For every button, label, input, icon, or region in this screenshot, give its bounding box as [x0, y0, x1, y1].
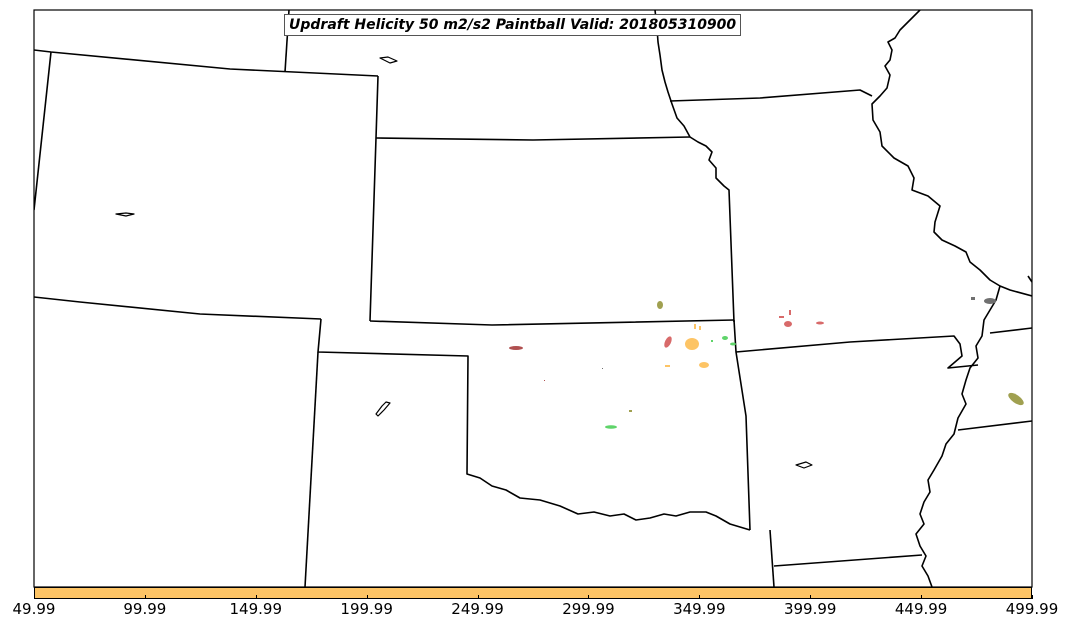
arkansas-louisiana-border [769, 529, 775, 587]
kansas-missouri-border [689, 136, 735, 323]
colorbar-tick-mark [255, 595, 257, 599]
map-background [34, 10, 1032, 587]
colorbar-tick-label: 149.99 [229, 600, 283, 618]
colorbar-tick-mark [366, 595, 368, 599]
colorbar-tick-label: 399.99 [783, 600, 837, 618]
iowa-missouri-border [669, 89, 873, 102]
paintball-green-1 [722, 336, 728, 340]
colorbar-tick-mark [699, 595, 701, 599]
paintball-orange-4 [699, 362, 709, 368]
kentucky-border-stub [1027, 275, 1032, 283]
nebraska-kansas-border [375, 136, 691, 141]
colorbar-tick-label: 349.99 [673, 600, 726, 618]
lake-colorado [115, 212, 135, 217]
paintball-green-2 [730, 342, 736, 346]
colorbar-tick-mark [588, 595, 590, 599]
colorbar-tick-label: 499.99 [1005, 600, 1059, 618]
paintball-orange-5 [665, 365, 670, 367]
paintball-red-5 [816, 321, 824, 325]
paintball-olive-kansas [657, 301, 663, 309]
paintball-orange-3 [699, 326, 701, 330]
colorbar-tick-label: 99.99 [123, 600, 167, 618]
missouri-arkansas-border [735, 335, 979, 369]
paintball-green-3 [605, 425, 617, 429]
paintball-orange-1 [685, 338, 699, 350]
colorbar-tick-mark [477, 595, 479, 599]
colorbar-tick-mark [921, 595, 923, 599]
map-title: Updraft Helicity 50 m2/s2 Paintball Vali… [284, 14, 742, 36]
paintball-orange-2 [694, 324, 696, 329]
colorbar-tick-label: 449.99 [894, 600, 948, 618]
colorbar-tick-label: 49.99 [12, 600, 56, 618]
colorado-west-border [34, 51, 52, 211]
colorbar [34, 587, 1032, 599]
paintball-red-1 [664, 336, 672, 348]
paintball-olive-3 [1008, 392, 1024, 406]
paintball-red-4 [789, 310, 791, 315]
arkansas-south-border [773, 554, 923, 567]
paintball-red-2 [784, 321, 792, 327]
colorbar-tick-mark [34, 595, 35, 599]
tennessee-mississippi-border [957, 420, 1032, 431]
lake-nebraska [379, 56, 398, 64]
paintball-red-3 [779, 316, 784, 318]
texas-west-border [304, 351, 319, 587]
paintball-gray-2 [984, 298, 996, 304]
paintball-brown-1 [509, 346, 523, 350]
oklahoma-arkansas-border [733, 319, 751, 531]
mississippi-river [871, 10, 1032, 297]
paintball-layer [509, 297, 1024, 429]
kansas-oklahoma-border [369, 319, 735, 326]
colorado-new-mexico-border [34, 296, 322, 320]
colorbar-tick-mark [144, 595, 146, 599]
colorbar-tick-mark [1032, 595, 1033, 599]
paintball-dot-1 [544, 380, 545, 381]
missouri-river [654, 10, 691, 138]
paintball-dot-2 [602, 368, 603, 369]
paintball-olive-2 [629, 410, 632, 412]
paintball-green-4 [711, 340, 713, 342]
missouri-east-lower [915, 285, 1001, 587]
wyoming-south-border [34, 49, 379, 77]
lake-arkansas [795, 461, 813, 469]
colorbar-tick-label: 299.99 [562, 600, 615, 618]
colorbar-tick-label: 249.99 [451, 600, 504, 618]
lake-texas-panhandle [375, 401, 391, 417]
colorbar-tick-label: 199.99 [340, 600, 393, 618]
kentucky-tennessee-border [989, 327, 1032, 334]
paintball-gray-1 [971, 297, 975, 300]
oklahoma-panhandle [317, 318, 751, 531]
colorbar-tick-mark [810, 595, 812, 599]
